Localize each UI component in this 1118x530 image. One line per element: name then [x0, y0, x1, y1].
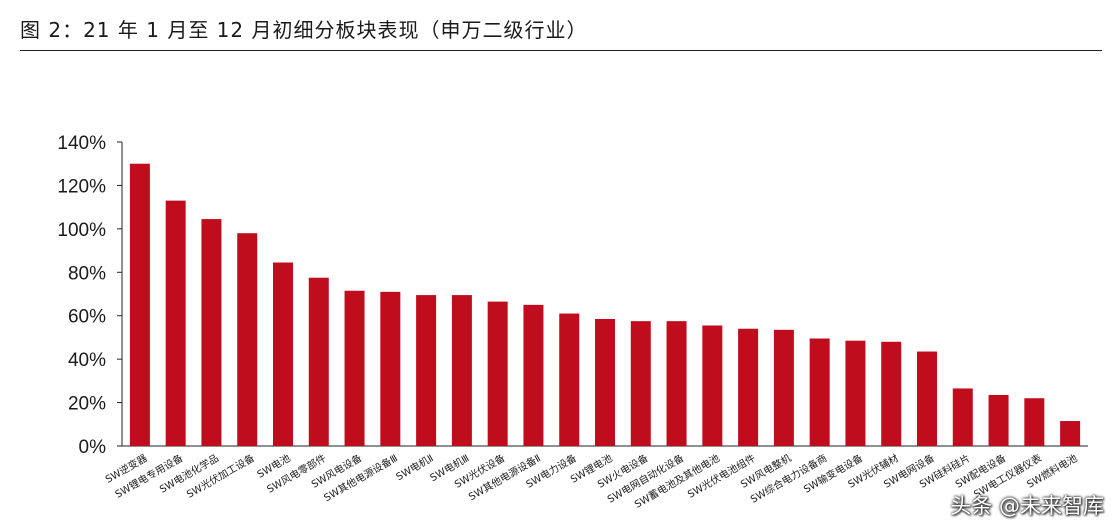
y-tick-label: 100% [57, 220, 106, 241]
bar [917, 351, 937, 446]
bar [344, 290, 365, 446]
bar [1024, 398, 1045, 446]
bar [630, 321, 651, 446]
title-bar: 图 2：21 年 1 月至 12 月初细分板块表现（申万二级行业） [20, 12, 1102, 51]
y-tick-label: 60% [68, 307, 106, 328]
x-tick-label: SW电机Ⅱ [393, 451, 435, 483]
bar [1060, 421, 1081, 446]
bar [952, 388, 973, 446]
bar [416, 295, 437, 446]
bar [237, 233, 258, 446]
y-tick-label: 120% [57, 176, 106, 197]
bar [451, 295, 472, 446]
bar [988, 394, 1009, 446]
watermark: 头条 @未来智库 [950, 494, 1104, 518]
y-tick-label: 0% [79, 437, 107, 458]
bar [201, 219, 222, 446]
bar [881, 341, 902, 446]
x-tick-label: SW输变电设备 [801, 451, 865, 495]
figure-title: 图 2：21 年 1 月至 12 月初细分板块表现（申万二级行业） [20, 18, 588, 42]
y-tick-label: 140% [57, 133, 106, 154]
y-tick-label: 20% [68, 394, 106, 415]
bar [702, 325, 723, 446]
x-tick-label: SW风电零部件 [264, 451, 328, 495]
bar [845, 340, 866, 446]
bar [308, 277, 329, 446]
bar [809, 338, 830, 446]
bar [165, 200, 186, 446]
bar [666, 321, 687, 446]
bar [273, 262, 293, 446]
bar [559, 313, 580, 446]
bar [380, 291, 401, 446]
bar [595, 318, 615, 446]
y-tick-label: 80% [68, 263, 106, 284]
bar [523, 304, 544, 446]
y-tick-label: 40% [68, 350, 106, 371]
bar [487, 301, 508, 446]
bar [773, 329, 794, 446]
bar [738, 328, 759, 446]
bar [129, 163, 150, 446]
